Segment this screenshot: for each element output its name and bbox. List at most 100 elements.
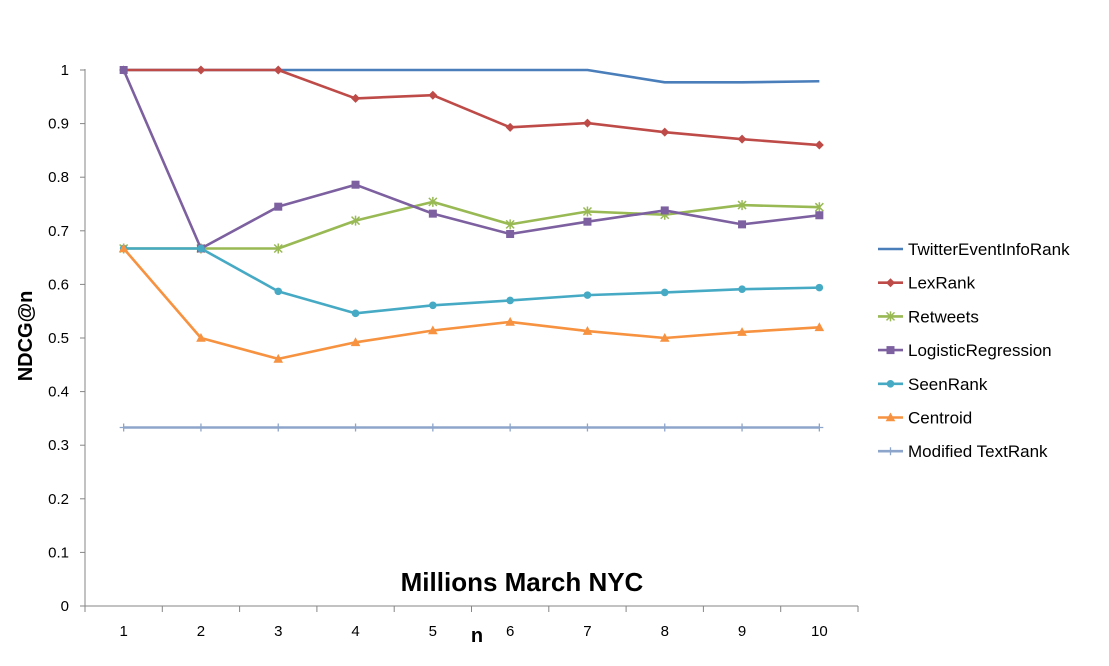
chart-title: Millions March NYC — [401, 567, 644, 597]
legend-item-modified-textrank: Modified TextRank — [878, 442, 1048, 461]
y-axis-title: NDCG@n — [15, 291, 37, 382]
series-line-logisticregression — [122, 69, 820, 250]
series-line-retweets — [123, 200, 820, 250]
x-tick-label: 10 — [811, 623, 828, 640]
x-tick-label: 2 — [197, 623, 205, 640]
data-point-lexrank — [196, 65, 206, 75]
legend-swatch-marker — [886, 447, 895, 456]
data-point-modified-textrank — [119, 423, 128, 432]
series-centroid — [118, 243, 825, 363]
data-point-centroid — [582, 326, 593, 335]
legend-item-twittereventinforank: TwitterEventInfoRank — [878, 240, 1070, 259]
legend-swatch-marker — [885, 311, 896, 322]
data-point-retweets — [737, 200, 747, 211]
data-point-retweets — [351, 215, 361, 226]
series-lexrank — [119, 65, 824, 150]
data-point-seenrank — [660, 288, 669, 297]
series-line-twittereventinforank — [123, 68, 820, 84]
y-tick-label: 0.8 — [48, 169, 69, 186]
data-point-retweets — [428, 196, 438, 207]
data-point-retweets — [582, 206, 592, 217]
y-tick-label: 0.2 — [48, 491, 69, 508]
data-point-seenrank — [506, 296, 514, 305]
data-point-centroid — [505, 316, 515, 326]
data-point-modified-textrank — [583, 423, 592, 432]
legend-label: Retweets — [908, 307, 979, 326]
data-point-lexrank — [428, 90, 438, 100]
data-point-logisticregression — [506, 230, 515, 239]
legend-swatch-marker — [886, 380, 895, 388]
y-tick-label: 0 — [61, 598, 69, 615]
x-axis-title: n — [471, 625, 483, 647]
data-point-centroid — [118, 243, 129, 253]
x-tick-label: 9 — [738, 623, 746, 640]
series-line-centroid — [122, 247, 820, 361]
legend-label: Modified TextRank — [908, 442, 1048, 461]
y-tick-label: 0.6 — [48, 276, 69, 293]
legend-label: LexRank — [908, 274, 976, 293]
data-point-modified-textrank — [428, 423, 437, 432]
y-tick-label: 0.9 — [48, 116, 69, 133]
data-point-seenrank — [738, 285, 746, 294]
data-point-retweets — [273, 243, 283, 254]
legend-item-logisticregression: LogisticRegression — [878, 341, 1052, 360]
data-point-centroid — [273, 353, 284, 363]
legend-swatch-marker — [886, 346, 895, 355]
data-point-lexrank — [814, 140, 824, 150]
data-point-lexrank — [660, 127, 670, 137]
data-point-centroid — [350, 337, 361, 347]
legend: TwitterEventInfoRank LexRank Retweets Logis… — [878, 240, 1070, 461]
data-point-centroid — [814, 322, 825, 332]
data-point-seenrank — [274, 287, 283, 296]
series-twittereventinforank — [123, 68, 820, 84]
data-point-centroid — [196, 333, 206, 342]
legend-label: LogisticRegression — [908, 341, 1052, 360]
legend-swatch-marker — [885, 412, 896, 422]
legend-item-lexrank: LexRank — [878, 274, 976, 293]
data-point-centroid — [428, 325, 438, 335]
x-tick-label: 1 — [119, 623, 127, 640]
data-point-seenrank — [815, 283, 824, 292]
data-point-logisticregression — [428, 209, 437, 218]
data-point-lexrank — [351, 93, 361, 103]
data-point-seenrank — [583, 291, 592, 299]
series-line-lexrank — [123, 68, 820, 147]
data-point-seenrank — [197, 244, 205, 253]
legend-label: SeenRank — [908, 375, 988, 394]
data-point-logisticregression — [119, 66, 128, 74]
y-tick-label: 0.5 — [48, 330, 69, 347]
axes: 0 0.1 0.2 0.3 0.4 0.5 0.6 0.7 0.8 0.9 1 1 2 3 4 5 6 7 8 9 10 — [48, 62, 859, 640]
data-point-logisticregression — [738, 220, 747, 229]
series-modified-textrank — [119, 423, 824, 432]
x-tick-label: 8 — [661, 623, 669, 640]
data-point-centroid — [659, 333, 670, 342]
data-point-lexrank — [273, 65, 283, 75]
x-tick-label: 4 — [351, 623, 359, 640]
y-tick-label: 0.7 — [48, 223, 69, 240]
data-point-modified-textrank — [196, 423, 205, 432]
y-tick-label: 0.3 — [48, 437, 69, 454]
series-layer — [118, 65, 825, 432]
legend-item-centroid: Centroid — [878, 409, 972, 428]
y-tick-label: 1 — [61, 62, 69, 79]
data-point-modified-textrank — [351, 423, 360, 432]
series-seenrank — [119, 244, 824, 318]
x-tick-label: 5 — [429, 623, 437, 640]
data-point-centroid — [737, 327, 747, 336]
x-tick-label: 3 — [274, 623, 282, 640]
y-tick-label: 0.4 — [48, 384, 69, 401]
data-point-logisticregression — [274, 202, 283, 211]
legend-item-seenrank: SeenRank — [878, 375, 988, 394]
data-point-retweets — [505, 219, 515, 230]
data-point-modified-textrank — [506, 423, 515, 432]
legend-swatch-marker — [886, 278, 895, 288]
data-point-modified-textrank — [274, 423, 283, 432]
series-logisticregression — [119, 66, 824, 253]
data-point-seenrank — [429, 301, 437, 310]
x-tick-label: 7 — [583, 623, 591, 640]
data-point-modified-textrank — [815, 423, 824, 432]
data-point-seenrank — [351, 309, 360, 318]
data-point-modified-textrank — [738, 423, 747, 432]
data-point-modified-textrank — [660, 423, 669, 432]
legend-label: TwitterEventInfoRank — [908, 240, 1070, 259]
